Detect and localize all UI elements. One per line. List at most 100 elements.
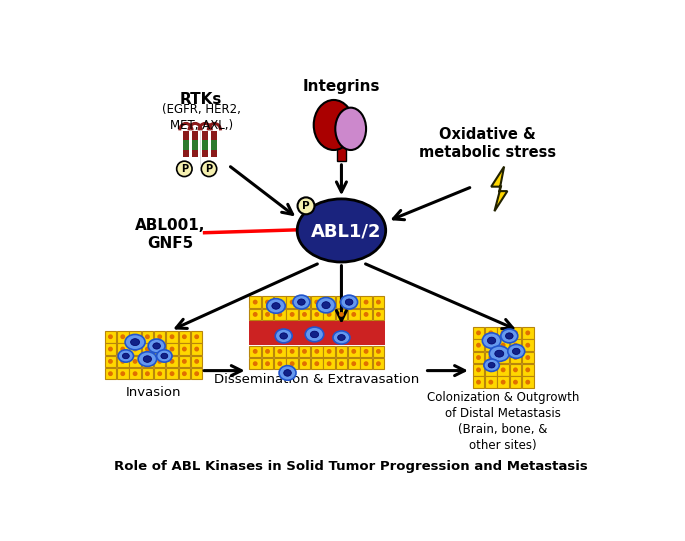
Ellipse shape [143, 356, 151, 362]
Circle shape [290, 300, 294, 304]
Bar [191, 355, 203, 367]
Bar [497, 352, 509, 364]
Bar [497, 377, 509, 388]
Text: Colonization & Outgrowth
of Distal Metastasis
(Brain, bone, &
other sites): Colonization & Outgrowth of Distal Metas… [427, 391, 580, 452]
Circle shape [158, 335, 162, 339]
Circle shape [364, 362, 368, 365]
Circle shape [340, 313, 343, 316]
Bar [142, 368, 153, 379]
Circle shape [297, 197, 314, 214]
Text: Role of ABL Kinases in Solid Tumor Progression and Metastasis: Role of ABL Kinases in Solid Tumor Progr… [114, 460, 588, 473]
Circle shape [171, 335, 174, 339]
Bar [249, 358, 261, 370]
Bar [154, 368, 166, 379]
Circle shape [266, 300, 269, 304]
Circle shape [183, 360, 186, 363]
Bar [166, 331, 178, 342]
Text: RTKs: RTKs [180, 92, 223, 107]
Circle shape [315, 300, 319, 304]
Circle shape [352, 349, 356, 353]
Ellipse shape [488, 337, 496, 344]
Circle shape [514, 368, 517, 372]
Circle shape [352, 313, 356, 316]
Ellipse shape [131, 339, 140, 346]
Circle shape [364, 313, 368, 316]
Circle shape [290, 313, 294, 316]
Circle shape [177, 161, 192, 176]
Circle shape [526, 331, 530, 334]
Circle shape [134, 360, 137, 363]
Bar [522, 364, 534, 375]
Ellipse shape [501, 329, 518, 343]
Circle shape [146, 335, 149, 339]
Text: ABL1/2: ABL1/2 [311, 222, 382, 240]
Bar [473, 327, 484, 339]
Circle shape [290, 362, 294, 365]
Ellipse shape [508, 345, 525, 358]
Bar [117, 331, 129, 342]
Ellipse shape [118, 350, 134, 362]
Circle shape [278, 362, 282, 365]
Circle shape [501, 344, 505, 347]
Circle shape [477, 344, 480, 347]
Bar [360, 358, 372, 370]
Circle shape [146, 372, 149, 375]
Bar [497, 327, 509, 339]
Circle shape [514, 344, 517, 347]
Bar [129, 355, 141, 367]
Bar [497, 339, 509, 351]
Text: Invasion: Invasion [126, 386, 182, 399]
Ellipse shape [161, 353, 168, 359]
Circle shape [477, 356, 480, 359]
Circle shape [290, 349, 294, 353]
Bar [485, 352, 497, 364]
Circle shape [364, 349, 368, 353]
Bar [262, 308, 273, 320]
Bar [510, 327, 521, 339]
Bar [179, 355, 190, 367]
Circle shape [501, 380, 505, 384]
Ellipse shape [512, 348, 520, 354]
Bar [336, 296, 347, 308]
Bar [262, 358, 273, 370]
Circle shape [315, 349, 319, 353]
Bar [348, 346, 360, 357]
Bar [183, 131, 189, 140]
Bar [202, 140, 208, 150]
Ellipse shape [284, 370, 291, 376]
Text: Integrins: Integrins [303, 79, 380, 94]
Circle shape [340, 300, 343, 304]
Circle shape [146, 360, 149, 363]
Bar [274, 308, 286, 320]
Bar [337, 144, 346, 161]
Bar [274, 346, 286, 357]
Ellipse shape [157, 350, 172, 362]
Circle shape [109, 372, 112, 375]
Bar [129, 344, 141, 355]
Bar [179, 331, 190, 342]
Ellipse shape [489, 346, 509, 361]
Circle shape [266, 362, 269, 365]
Circle shape [489, 380, 493, 384]
Circle shape [134, 335, 137, 339]
Bar [105, 355, 116, 367]
Bar [360, 308, 372, 320]
Circle shape [266, 313, 269, 316]
Circle shape [195, 372, 199, 375]
Bar [473, 339, 484, 351]
Ellipse shape [314, 100, 353, 150]
Circle shape [377, 362, 380, 365]
Ellipse shape [482, 333, 501, 348]
Bar [299, 296, 310, 308]
Circle shape [327, 300, 331, 304]
Ellipse shape [266, 299, 285, 313]
Circle shape [514, 331, 517, 334]
Bar [360, 296, 372, 308]
Bar [299, 358, 310, 370]
Circle shape [327, 313, 331, 316]
Ellipse shape [297, 299, 306, 305]
Circle shape [377, 300, 380, 304]
Bar [510, 352, 521, 364]
Circle shape [377, 313, 380, 316]
Bar [373, 358, 384, 370]
